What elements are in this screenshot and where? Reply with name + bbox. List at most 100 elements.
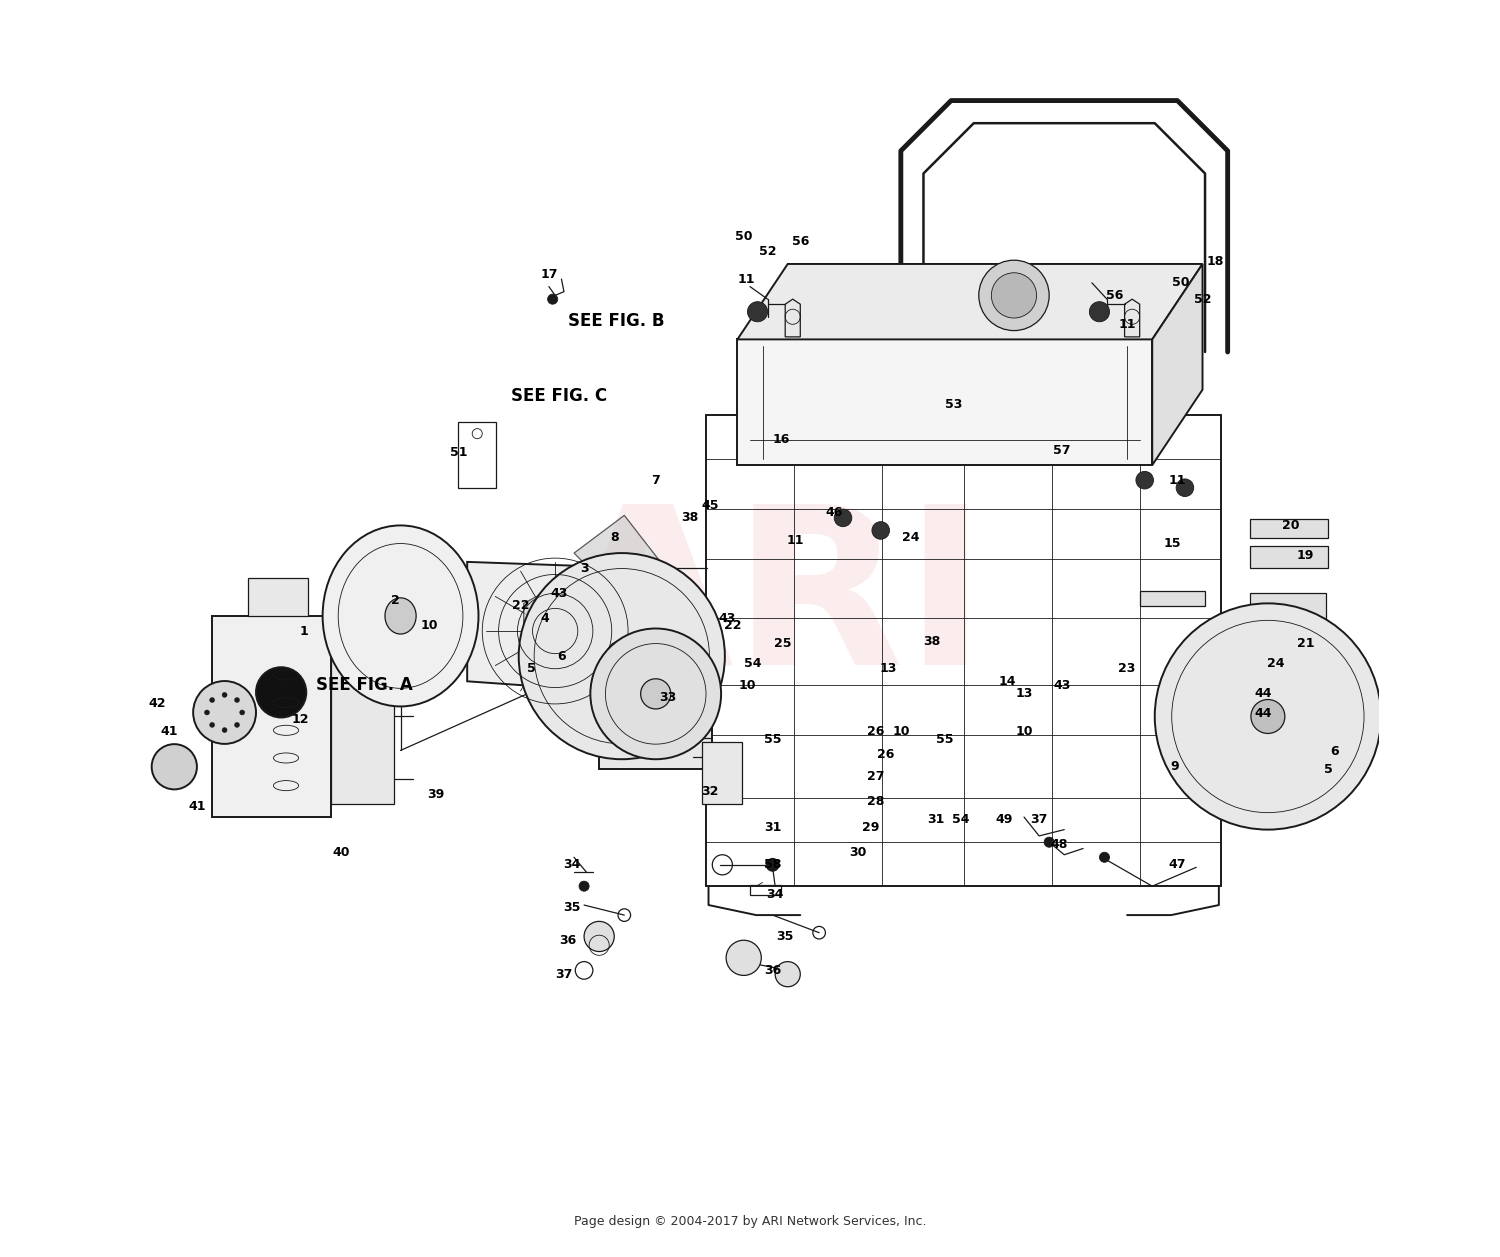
- Circle shape: [234, 698, 240, 703]
- Text: 22: 22: [513, 600, 529, 612]
- Text: 44: 44: [1254, 708, 1272, 720]
- Text: 13: 13: [1016, 688, 1032, 700]
- Text: 2: 2: [392, 595, 400, 607]
- Bar: [702, 742, 742, 804]
- Text: Page design © 2004-2017 by ARI Network Services, Inc.: Page design © 2004-2017 by ARI Network S…: [574, 1216, 927, 1228]
- Circle shape: [234, 723, 240, 728]
- Bar: [1251, 593, 1326, 656]
- Circle shape: [591, 628, 722, 759]
- Circle shape: [834, 509, 852, 527]
- Polygon shape: [1152, 264, 1203, 465]
- Text: 52: 52: [1194, 293, 1212, 305]
- Text: 50: 50: [735, 230, 753, 243]
- Text: 16: 16: [772, 434, 790, 446]
- Polygon shape: [466, 562, 644, 694]
- Text: 10: 10: [738, 679, 756, 691]
- Circle shape: [726, 940, 762, 975]
- Text: 52: 52: [759, 245, 777, 258]
- Text: 9: 9: [1170, 760, 1179, 773]
- Text: 23: 23: [1119, 662, 1136, 675]
- Text: 27: 27: [867, 771, 885, 783]
- Text: 10: 10: [1016, 725, 1034, 738]
- Circle shape: [1100, 852, 1110, 862]
- Polygon shape: [211, 616, 332, 817]
- Text: 33: 33: [660, 691, 676, 704]
- Polygon shape: [784, 299, 801, 337]
- Text: 55: 55: [936, 733, 954, 745]
- Circle shape: [579, 881, 590, 891]
- Text: 18: 18: [1206, 255, 1224, 268]
- Circle shape: [204, 710, 210, 715]
- Text: 6: 6: [556, 650, 566, 662]
- Bar: [1251, 546, 1328, 568]
- Circle shape: [992, 273, 1036, 318]
- Text: 38: 38: [681, 512, 699, 524]
- Text: 11: 11: [1119, 318, 1136, 331]
- Text: 15: 15: [1164, 537, 1180, 549]
- Text: 34: 34: [562, 859, 580, 871]
- Text: 20: 20: [1282, 519, 1299, 532]
- Text: 3: 3: [580, 562, 588, 574]
- Polygon shape: [598, 622, 712, 769]
- Circle shape: [1044, 837, 1054, 847]
- Text: 43: 43: [1053, 679, 1071, 691]
- Text: 37: 37: [1030, 813, 1048, 826]
- Text: 26: 26: [878, 748, 894, 760]
- Text: 35: 35: [777, 930, 794, 943]
- Circle shape: [640, 679, 670, 709]
- Text: 36: 36: [560, 934, 576, 947]
- Text: 1: 1: [300, 625, 307, 637]
- Text: 56: 56: [792, 235, 808, 248]
- Text: 35: 35: [562, 901, 580, 914]
- Circle shape: [1089, 302, 1110, 322]
- Text: 26: 26: [867, 725, 885, 738]
- Bar: [1140, 591, 1204, 606]
- Text: 22: 22: [723, 620, 741, 632]
- Bar: [750, 885, 782, 895]
- Circle shape: [152, 744, 196, 789]
- Text: 57: 57: [1053, 444, 1071, 456]
- Ellipse shape: [386, 598, 416, 634]
- Text: 51: 51: [450, 446, 466, 459]
- Circle shape: [210, 723, 214, 728]
- Text: 25: 25: [774, 637, 792, 650]
- Text: 31: 31: [927, 813, 945, 826]
- Text: 34: 34: [766, 889, 784, 901]
- Text: 4: 4: [540, 612, 549, 625]
- Circle shape: [519, 553, 724, 759]
- Text: 44: 44: [1254, 688, 1272, 700]
- Circle shape: [606, 641, 638, 671]
- Text: 21: 21: [1298, 637, 1314, 650]
- Circle shape: [766, 859, 778, 871]
- Text: 55: 55: [764, 733, 782, 745]
- Circle shape: [980, 260, 1048, 331]
- Circle shape: [1251, 699, 1286, 734]
- Text: 29: 29: [862, 821, 879, 833]
- Text: ARI: ARI: [562, 497, 988, 710]
- Text: 45: 45: [700, 499, 718, 512]
- Bar: [459, 422, 497, 488]
- Polygon shape: [738, 264, 1203, 339]
- Text: 47: 47: [1168, 859, 1186, 871]
- Polygon shape: [574, 515, 669, 603]
- Text: 10: 10: [420, 620, 438, 632]
- Circle shape: [210, 698, 214, 703]
- Circle shape: [472, 429, 483, 439]
- Text: 46: 46: [825, 507, 843, 519]
- Text: 43: 43: [718, 612, 736, 625]
- Text: SEE FIG. A: SEE FIG. A: [316, 676, 413, 694]
- Circle shape: [584, 921, 614, 952]
- Text: 58: 58: [764, 859, 782, 871]
- Text: 19: 19: [1298, 549, 1314, 562]
- Text: 12: 12: [291, 713, 309, 725]
- Polygon shape: [332, 628, 394, 804]
- Text: 56: 56: [1106, 289, 1124, 302]
- Circle shape: [776, 962, 801, 987]
- Text: 40: 40: [333, 846, 350, 859]
- Circle shape: [222, 693, 226, 698]
- Text: 31: 31: [764, 821, 782, 833]
- Text: 37: 37: [555, 968, 573, 980]
- Circle shape: [240, 710, 244, 715]
- Text: 24: 24: [902, 532, 920, 544]
- Circle shape: [256, 667, 306, 718]
